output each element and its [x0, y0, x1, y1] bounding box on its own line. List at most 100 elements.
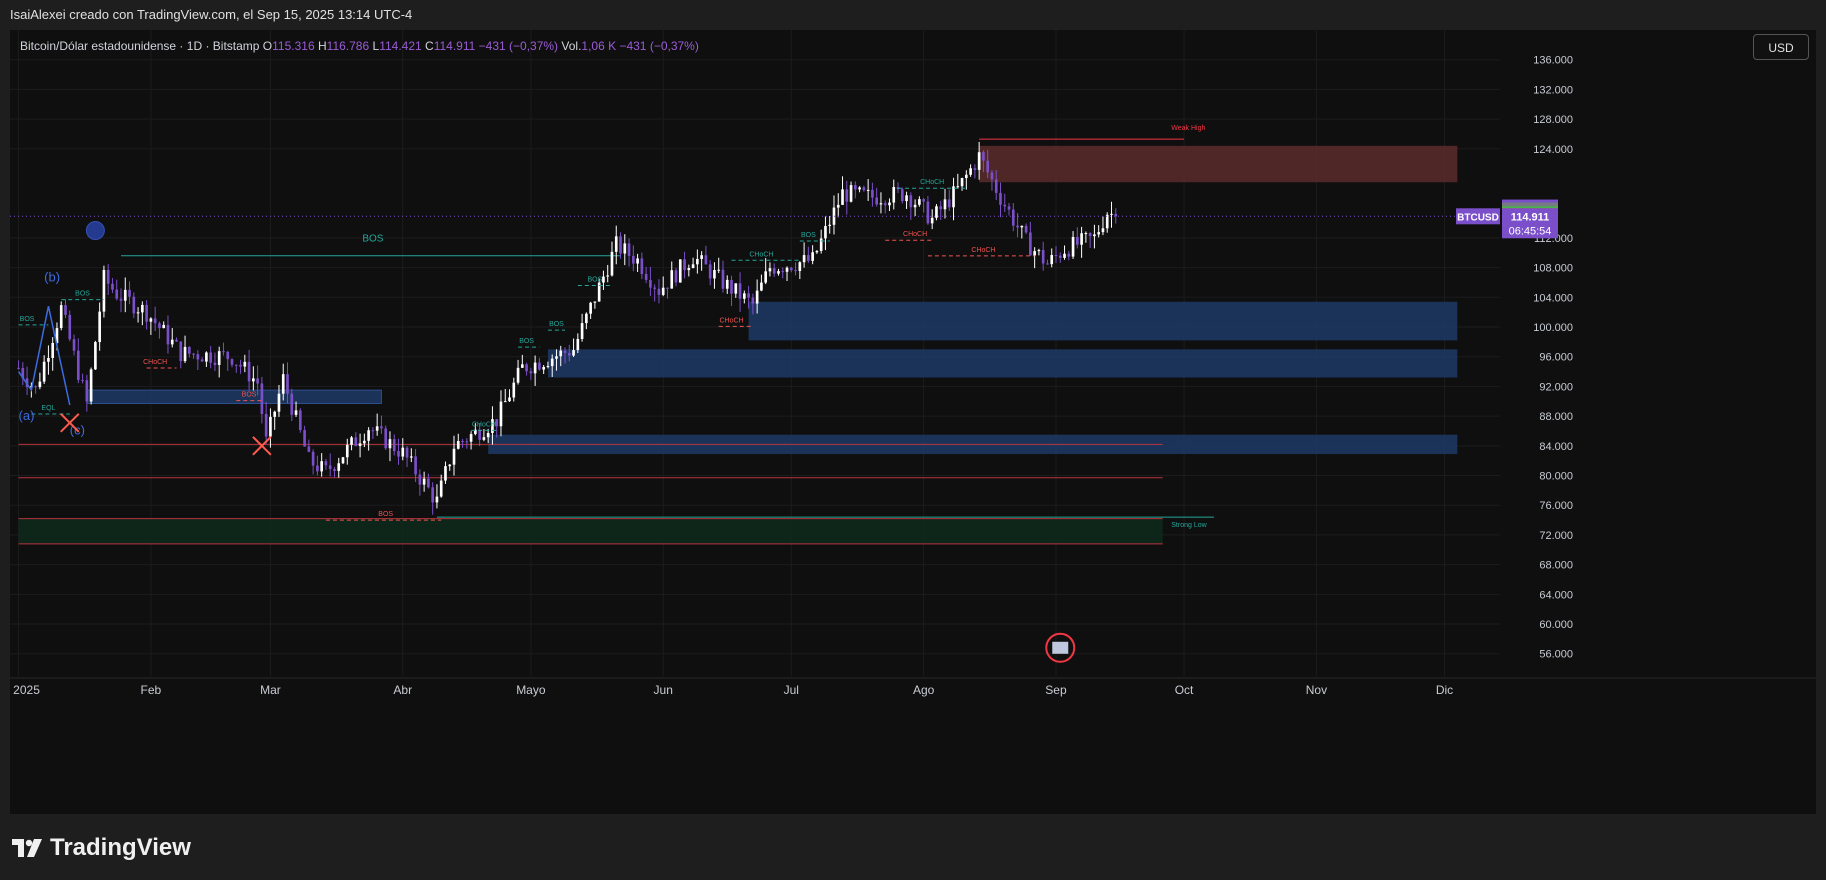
price-tick-label: 60.000	[1539, 619, 1573, 631]
candle-body	[392, 439, 396, 452]
candle-body	[1024, 225, 1028, 233]
candle-body	[640, 258, 644, 275]
candle-body	[704, 255, 708, 265]
candle-body	[922, 199, 925, 202]
price-tick-label: 96.000	[1539, 352, 1573, 364]
structure-label: BOS	[362, 234, 383, 245]
candle-body	[439, 480, 443, 497]
candle-body	[465, 441, 469, 443]
candle-body	[153, 318, 157, 324]
candle-body	[401, 447, 405, 457]
candle-body	[653, 287, 656, 289]
candle-body	[64, 305, 67, 315]
current-price-badge	[1502, 208, 1558, 239]
candle-body	[760, 282, 763, 291]
candle-body	[350, 437, 353, 445]
symbol-legend: Bitcoin/Dólar estadounidense · 1D · Bits…	[20, 39, 699, 53]
candle-body	[550, 358, 554, 367]
candle-body	[307, 446, 311, 452]
candle-body	[982, 152, 985, 161]
candle-body	[875, 197, 878, 205]
candle-body	[499, 401, 503, 427]
candle-body	[836, 204, 840, 208]
candle-body	[687, 268, 691, 271]
candle-body	[730, 279, 733, 294]
candle-body	[666, 287, 669, 289]
price-chart[interactable]: BOS BOS EQL BOS CHoCH BOS BOS CHoCH BOS BOS BOS CHo…	[10, 30, 1816, 814]
volume-value: 1,06 K	[581, 39, 617, 53]
candle-body	[328, 465, 332, 469]
candle-body	[320, 461, 323, 472]
chart-pane[interactable]: BOS BOS EQL BOS CHoCH BOS BOS CHoCH BOS BOS BOS CHo…	[10, 30, 1816, 814]
candle-body	[196, 354, 200, 360]
candle-body	[1046, 263, 1049, 265]
candle-body	[418, 474, 422, 485]
time-tick-label: Feb	[141, 683, 162, 697]
candle-body	[794, 270, 797, 272]
low-label: L	[372, 39, 380, 53]
candle-body	[141, 304, 144, 313]
candle-body	[930, 217, 934, 224]
tradingview-logo[interactable]: TradingView	[12, 832, 191, 864]
candle-body	[269, 416, 272, 437]
symbol-title[interactable]: Bitcoin/Dólar estadounidense · 1D · Bits…	[20, 39, 260, 53]
candle-body	[777, 271, 780, 274]
candle-body	[939, 206, 943, 210]
candle-body	[619, 236, 622, 254]
candle-body	[1110, 213, 1113, 215]
candle-body	[290, 393, 294, 415]
current-price-value: 114.911	[1511, 211, 1550, 223]
weak-high-label: Weak High	[1171, 125, 1205, 132]
candle-body	[781, 271, 785, 273]
candle-body	[602, 276, 605, 283]
candle-body	[260, 383, 264, 415]
x-marker-jan	[60, 413, 80, 433]
candle-body	[644, 274, 648, 280]
open-value: 115.316	[272, 39, 315, 53]
candle-body	[277, 393, 281, 412]
candle-body	[341, 457, 345, 464]
candle-body	[632, 255, 635, 264]
price-tick-label: 64.000	[1539, 589, 1573, 601]
candle-body	[768, 268, 772, 272]
candle-body	[367, 430, 370, 441]
structure-label: BOS	[519, 338, 534, 345]
candle-body	[533, 362, 537, 374]
wave-a-label: (a)	[19, 408, 35, 423]
candle-body	[576, 338, 580, 351]
candle-body	[444, 466, 447, 481]
candle-body	[478, 429, 481, 440]
candle-body	[230, 359, 234, 365]
candle-body	[247, 361, 251, 382]
strong-low-zone	[18, 518, 1163, 544]
price-tick-label: 56.000	[1539, 649, 1573, 661]
candle-body	[226, 351, 230, 360]
candle-body	[187, 346, 191, 354]
candle-body	[892, 187, 896, 203]
currency-button[interactable]: USD	[1753, 34, 1809, 60]
candle-body	[354, 437, 358, 446]
candle-body	[264, 414, 268, 437]
candle-body	[324, 461, 328, 466]
candle-body	[529, 371, 533, 374]
candle-body	[678, 259, 682, 283]
symbol-badge	[1456, 208, 1500, 225]
candle-body	[17, 367, 20, 369]
candle-body	[973, 168, 977, 170]
candle-body	[841, 189, 844, 205]
candle-body	[1037, 250, 1041, 252]
candle-body	[649, 279, 652, 288]
candle-body	[900, 189, 904, 202]
candle-body	[1020, 225, 1024, 228]
candle-body	[1050, 255, 1054, 265]
candle-body	[337, 463, 341, 471]
candle-body	[670, 270, 674, 289]
candle-body	[785, 267, 789, 272]
candle-body	[520, 364, 524, 368]
candle-body	[294, 410, 298, 415]
candle-body	[555, 356, 558, 359]
candle-body	[717, 269, 721, 271]
candles	[17, 141, 1118, 515]
candle-body	[713, 270, 716, 279]
candle-body	[333, 468, 336, 471]
